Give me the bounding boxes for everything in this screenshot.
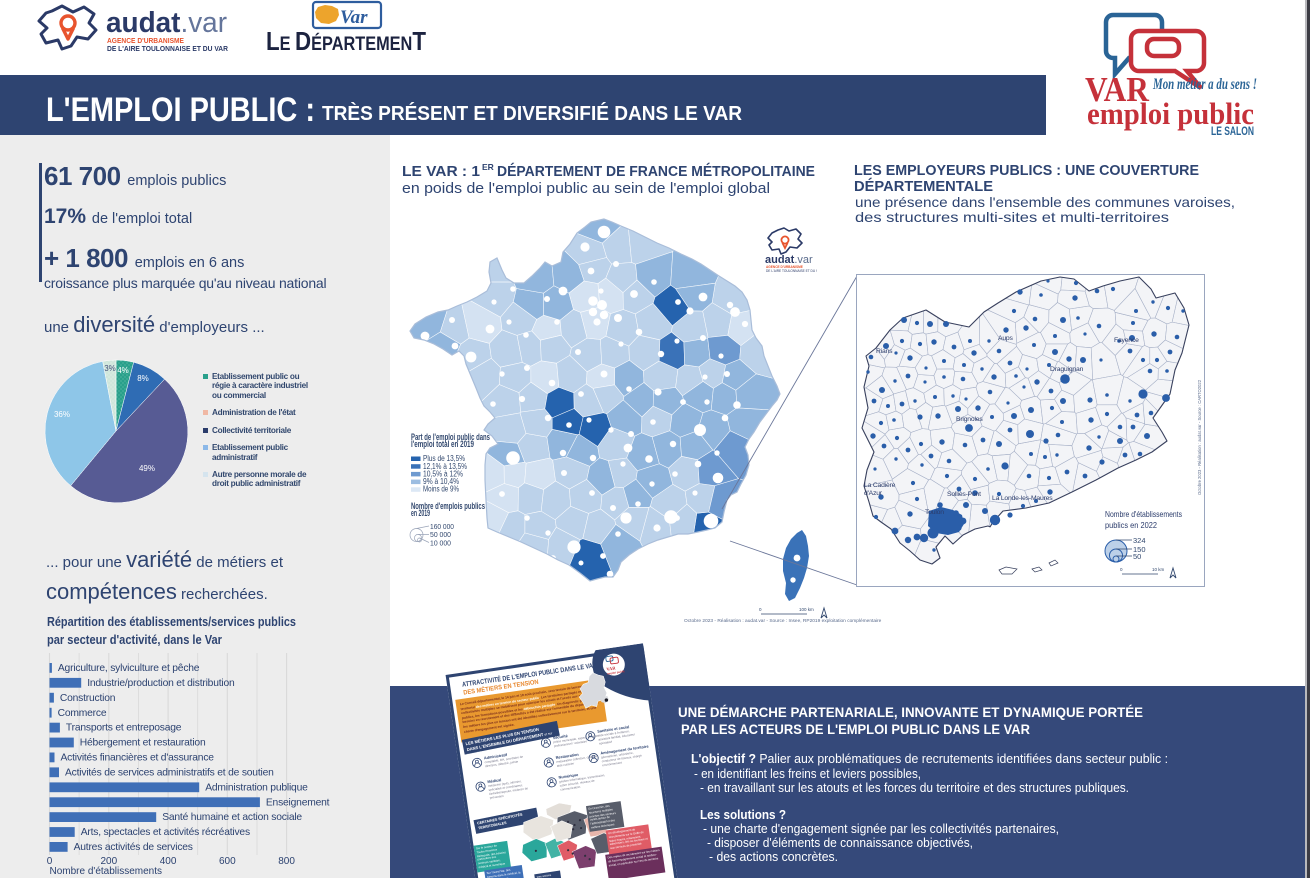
svg-text:Administration publique: Administration publique bbox=[205, 782, 308, 793]
svg-text:150: 150 bbox=[1133, 545, 1146, 554]
svg-text:Industrie/production et distri: Industrie/production et distribution bbox=[87, 678, 235, 689]
svg-text:Part de l'emploi public dans: Part de l'emploi public dans bbox=[411, 432, 490, 442]
svg-text:AGENCE D'URBANISME: AGENCE D'URBANISME bbox=[766, 265, 803, 269]
svg-text:DE L'AIRE TOULONNAISE ET DU VA: DE L'AIRE TOULONNAISE ET DU VAR bbox=[766, 269, 817, 272]
svg-text:ER: ER bbox=[482, 162, 494, 172]
svg-text:- une charte d'engagement sign: - une charte d'engagement signée par les… bbox=[703, 822, 1059, 836]
svg-text:Hébergement et restauration: Hébergement et restauration bbox=[80, 738, 206, 749]
svg-text:LE DÉPARTEMENT: LE DÉPARTEMENT bbox=[266, 26, 426, 56]
svg-text:UNE DÉMARCHE PARTENARIALE, INN: UNE DÉMARCHE PARTENARIALE, INNOVANTE ET … bbox=[678, 705, 1143, 720]
svg-text:en 2019: en 2019 bbox=[411, 508, 430, 518]
svg-text:Enseignement: Enseignement bbox=[266, 797, 330, 808]
svg-text:DÉPARTEMENTALE: DÉPARTEMENTALE bbox=[854, 178, 993, 195]
svg-text:Nombre d'établissements: Nombre d'établissements bbox=[50, 866, 163, 877]
svg-text:324: 324 bbox=[1133, 536, 1146, 545]
svg-text:DÉPARTEMENT DE FRANCE MÉTROPOL: DÉPARTEMENT DE FRANCE MÉTROPOLITAINE bbox=[497, 163, 815, 180]
svg-text:en poids de l'emploi public au: en poids de l'emploi public au sein de l… bbox=[402, 181, 770, 197]
svg-text:- en travaillant sur les atout: - en travaillant sur les atouts et les f… bbox=[700, 781, 1129, 795]
svg-text:Nombre d'emplois publics: Nombre d'emplois publics bbox=[411, 501, 485, 511]
svg-text:des structures multi-sites et: des structures multi-sites et multi-terr… bbox=[855, 209, 1169, 225]
svg-text:8%: 8% bbox=[137, 374, 149, 383]
svg-text:TRÈS PRÉSENT ET DIVERSIFIÉ DAN: TRÈS PRÉSENT ET DIVERSIFIÉ DANS LE VAR bbox=[322, 102, 743, 125]
svg-text:audat.var: audat.var bbox=[106, 7, 227, 39]
svg-text:0: 0 bbox=[1120, 567, 1123, 572]
svg-text:10 km: 10 km bbox=[1152, 567, 1165, 572]
svg-text:600: 600 bbox=[219, 856, 236, 867]
svg-text:PAR LES ACTEURS DE L'EMPLOI PU: PAR LES ACTEURS DE L'EMPLOI PUBLIC DANS … bbox=[681, 722, 1030, 737]
svg-text:3%: 3% bbox=[104, 364, 116, 373]
svg-text:160 000: 160 000 bbox=[430, 522, 454, 531]
svg-text:- des actions concrètes.: - des actions concrètes. bbox=[709, 850, 838, 864]
svg-text:Var: Var bbox=[340, 7, 368, 28]
svg-text:800: 800 bbox=[278, 856, 295, 867]
svg-text:- disposer d'éléments de conna: - disposer d'éléments de connaissance ob… bbox=[707, 836, 973, 850]
svg-text:0: 0 bbox=[47, 856, 53, 867]
svg-text:publics en 2022: publics en 2022 bbox=[1105, 520, 1157, 530]
svg-text:Agriculture, sylviculture et p: Agriculture, sylviculture et pêche bbox=[58, 663, 200, 674]
svg-text:4%: 4% bbox=[117, 366, 129, 375]
svg-text:10,5% à 12%: 10,5% à 12% bbox=[423, 470, 463, 479]
svg-text:l'emploi total en 2019: l'emploi total en 2019 bbox=[411, 439, 474, 449]
svg-text:Transports et entreposage: Transports et entreposage bbox=[66, 723, 182, 734]
svg-text:36%: 36% bbox=[54, 410, 70, 419]
svg-text:LE SALON: LE SALON bbox=[1211, 126, 1254, 138]
svg-text:VAR: VAR bbox=[606, 665, 617, 671]
svg-text:Santé humaine et action social: Santé humaine et action sociale bbox=[162, 812, 302, 823]
svg-text:Commerce: Commerce bbox=[58, 708, 107, 719]
svg-text:Autres activités de services: Autres activités de services bbox=[74, 842, 193, 853]
svg-text:une présence dans l'ensemble d: une présence dans l'ensemble des commune… bbox=[855, 194, 1235, 210]
svg-text:audat.var: audat.var bbox=[765, 254, 813, 266]
svg-text:LES EMPLOYEURS PUBLICS : UNE C: LES EMPLOYEURS PUBLICS : UNE COUVERTURE bbox=[854, 163, 1199, 179]
svg-text:Répartition des établissements: Répartition des établissements/services … bbox=[47, 614, 296, 629]
svg-text:100 km: 100 km bbox=[799, 607, 814, 612]
svg-text:50 000: 50 000 bbox=[430, 530, 451, 539]
svg-text:VAR: VAR bbox=[1085, 70, 1150, 109]
svg-text:emploi public: emploi public bbox=[1087, 96, 1254, 131]
svg-text:Activités de services administ: Activités de services administratifs et … bbox=[65, 767, 274, 778]
svg-text:- en identifiant les freins et: - en identifiant les freins et leviers p… bbox=[694, 767, 921, 781]
svg-text:49%: 49% bbox=[139, 464, 155, 473]
svg-text:Les solutions ?: Les solutions ? bbox=[700, 808, 786, 822]
svg-text:50: 50 bbox=[1133, 552, 1141, 561]
svg-text:0: 0 bbox=[759, 607, 762, 612]
svg-text:L'EMPLOI PUBLIC :: L'EMPLOI PUBLIC : bbox=[46, 91, 315, 129]
svg-text:Construction: Construction bbox=[60, 693, 116, 704]
svg-text:Plus de 13,5%: Plus de 13,5% bbox=[423, 454, 465, 463]
svg-text:200: 200 bbox=[100, 856, 117, 867]
svg-text:Nombre d'établissements: Nombre d'établissements bbox=[1105, 509, 1182, 519]
svg-text:10 000: 10 000 bbox=[430, 539, 451, 548]
svg-text:LE VAR : 1: LE VAR : 1 bbox=[402, 164, 480, 180]
svg-text:Arts, spectacles et activités: Arts, spectacles et activités récréative… bbox=[81, 827, 250, 838]
svg-text:L'objectif ? Palier aux problé: L'objectif ? Palier aux problématiques d… bbox=[691, 752, 1168, 766]
svg-text:12,1% à 13,5%: 12,1% à 13,5% bbox=[423, 462, 467, 471]
svg-text:par secteur d'activité, dans l: par secteur d'activité, dans le Var bbox=[47, 632, 222, 647]
svg-text:400: 400 bbox=[160, 856, 177, 867]
svg-text:9% à 10,4%: 9% à 10,4% bbox=[423, 477, 459, 486]
svg-text:Activités financières et d'ass: Activités financières et d'assurance bbox=[61, 753, 215, 764]
svg-text:Mon métier a du sens !: Mon métier a du sens ! bbox=[1152, 76, 1257, 93]
svg-text:emploi public: emploi public bbox=[607, 669, 626, 676]
svg-text:AGENCE D'URBANISME: AGENCE D'URBANISME bbox=[107, 36, 184, 45]
svg-text:Moins de 9%: Moins de 9% bbox=[423, 485, 459, 494]
svg-text:DE L'AIRE TOULONNAISE ET DU VA: DE L'AIRE TOULONNAISE ET DU VAR bbox=[107, 44, 229, 53]
